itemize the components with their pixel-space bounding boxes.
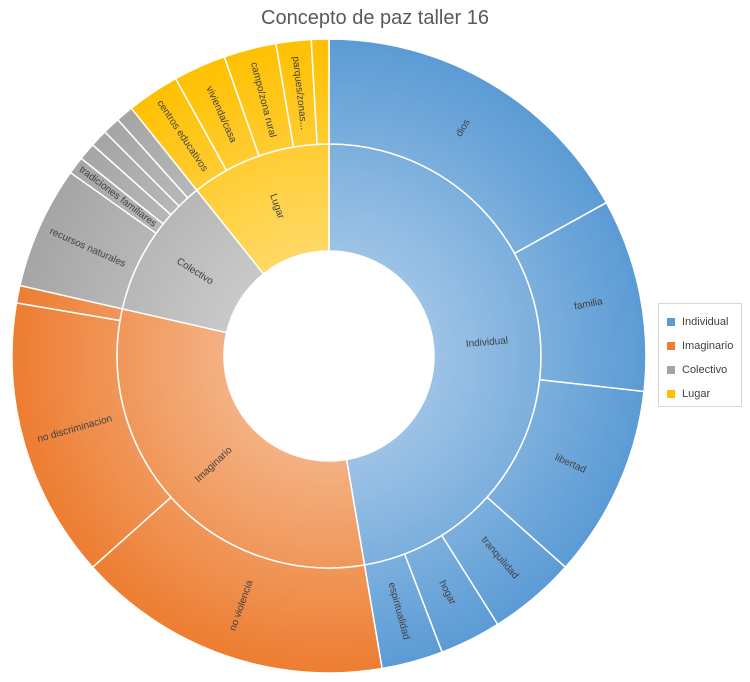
legend-swatch: [667, 318, 675, 326]
legend-item-lugar: Lugar: [667, 382, 741, 406]
legend-label: Imaginario: [682, 340, 734, 352]
legend-item-colectivo: Colectivo: [667, 358, 741, 382]
legend-swatch: [667, 342, 675, 350]
label-individual: Individual: [465, 335, 508, 350]
segment-lugar-5: [310, 38, 330, 146]
legend: Individual Imaginario Colectivo Lugar: [658, 303, 742, 407]
legend-label: Lugar: [682, 388, 711, 400]
legend-label: Colectivo: [682, 364, 728, 376]
legend-label: Individual: [682, 316, 729, 328]
legend-swatch: [667, 390, 675, 398]
chart-title: Concepto de paz taller 16: [261, 7, 489, 29]
legend-item-imaginario: Imaginario: [667, 334, 741, 358]
legend-swatch: [667, 366, 675, 374]
legend-item-individual: Individual: [667, 310, 741, 334]
